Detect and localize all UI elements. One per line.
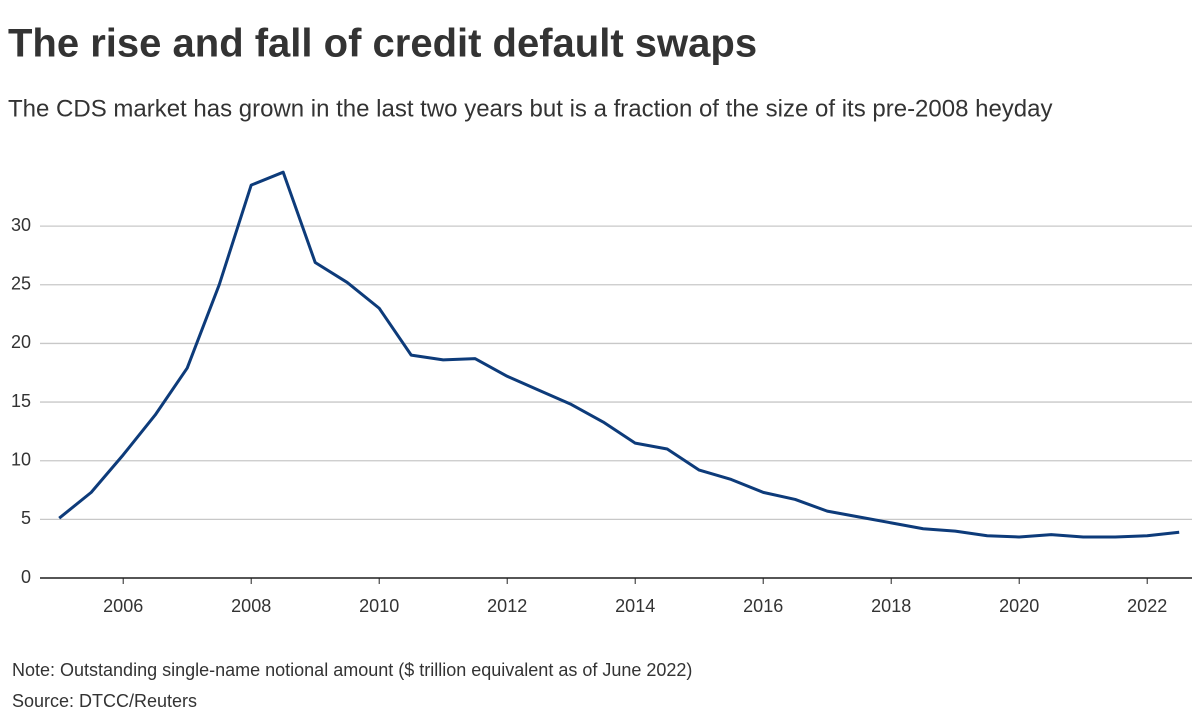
x-tick-label: 2018 <box>871 596 911 616</box>
chart-subtitle: The CDS market has grown in the last two… <box>8 95 1053 122</box>
chart-title: The rise and fall of credit default swap… <box>8 22 757 66</box>
y-tick-label: 15 <box>11 391 31 411</box>
source: Source: DTCC/Reuters <box>12 691 197 711</box>
y-tick-label: 0 <box>21 567 31 587</box>
x-tick-label: 2008 <box>231 596 271 616</box>
x-tick-label: 2016 <box>743 596 783 616</box>
x-tick-label: 2020 <box>999 596 1039 616</box>
y-tick-label: 25 <box>11 274 31 294</box>
y-tick-label: 5 <box>21 508 31 528</box>
x-tick-label: 2012 <box>487 596 527 616</box>
y-tick-label: 30 <box>11 215 31 235</box>
x-tick-label: 2010 <box>359 596 399 616</box>
x-tick-label: 2006 <box>103 596 143 616</box>
y-tick-label: 20 <box>11 332 31 352</box>
data-line <box>58 170 1180 539</box>
x-tick-label: 2022 <box>1127 596 1167 616</box>
x-tick-label: 2014 <box>615 596 655 616</box>
y-tick-label: 10 <box>11 449 31 469</box>
note: Note: Outstanding single-name notional a… <box>12 660 692 680</box>
